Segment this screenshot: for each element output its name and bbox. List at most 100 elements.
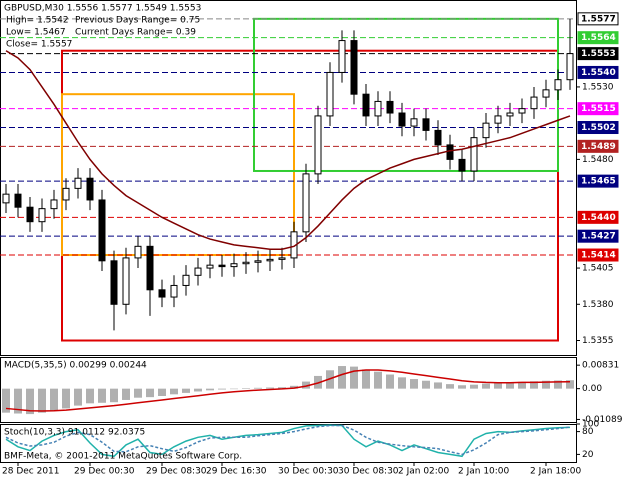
candle-body — [350, 40, 358, 95]
macd-bar — [158, 388, 166, 396]
info-text: Low= 1.5467 — [6, 28, 66, 38]
level-label: 1.5515 — [581, 104, 616, 114]
y-tick-label: 80 — [582, 427, 594, 437]
macd-bar — [26, 388, 34, 415]
macd-bar — [98, 388, 106, 403]
candle-body — [566, 53, 574, 81]
candle-body — [38, 208, 46, 223]
macd-bar — [302, 381, 310, 389]
macd-bar — [50, 388, 58, 411]
info-text: Close= 1.5557 — [6, 40, 72, 50]
macd-bar — [86, 388, 94, 404]
indicator-line — [5, 50, 571, 250]
macd-bar — [2, 388, 10, 413]
y-tick-label: 1.5355 — [582, 336, 614, 346]
candle-body — [386, 100, 394, 114]
info-text: High= 1.5542 — [6, 16, 69, 26]
candle-body — [266, 258, 274, 262]
macd-bar — [242, 388, 250, 389]
candle-body — [494, 115, 502, 124]
macd-bar — [434, 382, 442, 389]
macd-bar — [530, 381, 538, 389]
level-box — [577, 12, 619, 26]
macd-bar — [506, 382, 514, 389]
panel-title: MACD(5,35,5) 0.00299 0.00244 — [4, 361, 147, 371]
macd-bar — [254, 387, 262, 389]
indicator-line — [5, 369, 571, 412]
candle-body — [434, 129, 442, 146]
info-text: Previous Days Range= 0.75 — [75, 16, 200, 26]
x-tick-label: 28 Dec 2011 — [2, 467, 60, 477]
level-label: 1.5564 — [581, 33, 616, 43]
level-label: 1.5540 — [581, 68, 616, 78]
level-box — [577, 210, 619, 224]
stoch-line — [5, 424, 571, 456]
level-box — [577, 229, 619, 243]
y-tick-label: 1.5405 — [582, 264, 614, 274]
candle-body — [374, 100, 382, 117]
candle-body — [326, 71, 334, 117]
macd-bar — [134, 388, 142, 398]
candle-body — [74, 177, 82, 189]
candle-body — [542, 89, 550, 98]
macd-bar — [482, 383, 490, 389]
macd-bar — [410, 379, 418, 389]
macd-bar — [194, 388, 202, 392]
candle-body — [50, 199, 58, 210]
y-tick-label: -0.01089 — [582, 415, 623, 425]
y-tick-label: 1.5380 — [582, 300, 614, 310]
candle-body — [230, 263, 238, 268]
x-tick-label: 29 Dec 16:30 — [206, 467, 267, 477]
macd-bar — [170, 388, 178, 395]
macd-bar — [494, 383, 502, 389]
candle-body — [458, 158, 466, 172]
x-tick-label: 2 Jan 02:00 — [398, 467, 450, 477]
candle-body — [302, 173, 310, 233]
macd-bar — [74, 388, 82, 406]
macd-bar — [14, 388, 22, 414]
x-tick-label: 2 Jan 18:00 — [530, 467, 582, 477]
level-box — [577, 102, 619, 116]
candle-body — [86, 177, 94, 201]
macd-bar — [398, 377, 406, 389]
candle-body — [158, 289, 166, 298]
level-label: 1.5577 — [581, 14, 616, 24]
candle-body — [314, 115, 322, 175]
candle-body — [194, 267, 202, 276]
candle-body — [98, 199, 106, 262]
macd-bar — [350, 366, 358, 389]
y-tick-label: 0.00831 — [582, 361, 619, 371]
candle-body — [2, 193, 10, 204]
stoch-line — [5, 424, 571, 458]
macd-bar — [518, 381, 526, 389]
level-label: 1.5440 — [581, 213, 616, 223]
candle-body — [254, 260, 262, 263]
candle-body — [146, 245, 154, 291]
candle-body — [506, 112, 514, 117]
level-label: 1.5414 — [581, 251, 616, 261]
x-tick-label: 2 Jan 10:00 — [458, 467, 510, 477]
macd-bar — [38, 388, 46, 413]
macd-bar — [542, 380, 550, 389]
level-label: 1.5465 — [581, 177, 616, 187]
y-tick-label: 0.00 — [582, 384, 602, 394]
macd-bar — [206, 388, 214, 391]
macd-bar — [122, 388, 130, 400]
panel-frame — [0, 357, 577, 423]
macd-bar — [278, 387, 286, 389]
macd-bar — [422, 380, 430, 389]
macd-bar — [218, 388, 226, 390]
x-tick-label: 30 Dec 00:30 — [278, 467, 339, 477]
candle-body — [122, 257, 130, 305]
macd-bar — [554, 380, 562, 389]
macd-bar — [182, 388, 190, 393]
macd-bar — [470, 384, 478, 389]
macd-bar — [266, 387, 274, 389]
level-label: 1.5427 — [581, 232, 616, 242]
y-tick-label: 20 — [582, 450, 594, 460]
candle-body — [530, 96, 538, 110]
macd-bar — [62, 388, 70, 409]
level-box — [577, 121, 619, 135]
candle-body — [554, 79, 562, 91]
